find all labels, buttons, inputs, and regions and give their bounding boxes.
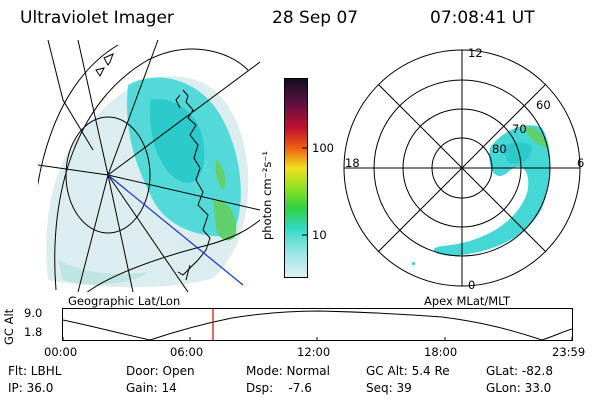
flt-info: Flt: LBHL bbox=[8, 364, 62, 378]
lat-lon-grid bbox=[38, 40, 260, 292]
colorbar-tick-10: 10 bbox=[312, 228, 327, 242]
mlat-label-70: 70 bbox=[512, 122, 527, 136]
uv-intensity-left bbox=[46, 76, 249, 288]
altitude-ylabel: GC Alt bbox=[2, 308, 16, 345]
altitude-ytick-1-8: 1.8 bbox=[24, 325, 43, 339]
mlt-label-12: 12 bbox=[468, 46, 483, 60]
ip-info: IP: 36.0 bbox=[8, 381, 54, 395]
dsp-info: Dsp: -7.6 bbox=[246, 381, 312, 395]
mlt-label-18: 18 bbox=[345, 156, 360, 170]
right-map-label: Apex MLat/MLT bbox=[424, 294, 511, 308]
glat-info: GLat: -82.8 bbox=[486, 364, 553, 378]
ground-track bbox=[107, 174, 244, 286]
mlt-label-0: 0 bbox=[468, 278, 476, 292]
left-map-label: Geographic Lat/Lon bbox=[68, 294, 181, 308]
seq-info: Seq: 39 bbox=[366, 381, 412, 395]
altitude-ytick-9: 9.0 bbox=[24, 306, 43, 320]
date-label: 28 Sep 07 bbox=[272, 8, 359, 28]
mode-info: Mode: Normal bbox=[246, 364, 330, 378]
uv-intensity-polar bbox=[412, 125, 551, 265]
time-label: 07:08:41 UT bbox=[430, 8, 535, 28]
gc-alt-info: GC Alt: 5.4 Re bbox=[366, 364, 450, 378]
altitude-xtick-1800: 18:00 bbox=[424, 345, 458, 359]
altitude-plot bbox=[62, 308, 573, 341]
colorbar-tick-100: 100 bbox=[312, 141, 334, 155]
door-info: Door: Open bbox=[126, 364, 195, 378]
altitude-xtick-1200: 12:00 bbox=[297, 345, 331, 359]
coastlines bbox=[95, 53, 211, 281]
geographic-map bbox=[38, 40, 260, 292]
gain-info: Gain: 14 bbox=[126, 381, 177, 395]
colorbar bbox=[284, 78, 308, 278]
altitude-xtick-0000: 00:00 bbox=[44, 345, 78, 359]
altitude-curve bbox=[62, 310, 573, 341]
altitude-xtick-2359: 23:59 bbox=[552, 345, 586, 359]
polar-mlat-mlt-plot bbox=[343, 49, 581, 287]
polar-grid bbox=[343, 49, 581, 287]
mlat-label-80: 80 bbox=[492, 142, 507, 156]
instrument-title: Ultraviolet Imager bbox=[20, 8, 174, 28]
glon-info: GLon: 33.0 bbox=[486, 381, 552, 395]
mlt-label-6: 6 bbox=[577, 156, 585, 170]
altitude-xtick-0600: 06:00 bbox=[170, 345, 204, 359]
colorbar-label: photon cm⁻²s⁻¹ bbox=[260, 151, 274, 240]
mlat-label-60: 60 bbox=[536, 98, 551, 112]
